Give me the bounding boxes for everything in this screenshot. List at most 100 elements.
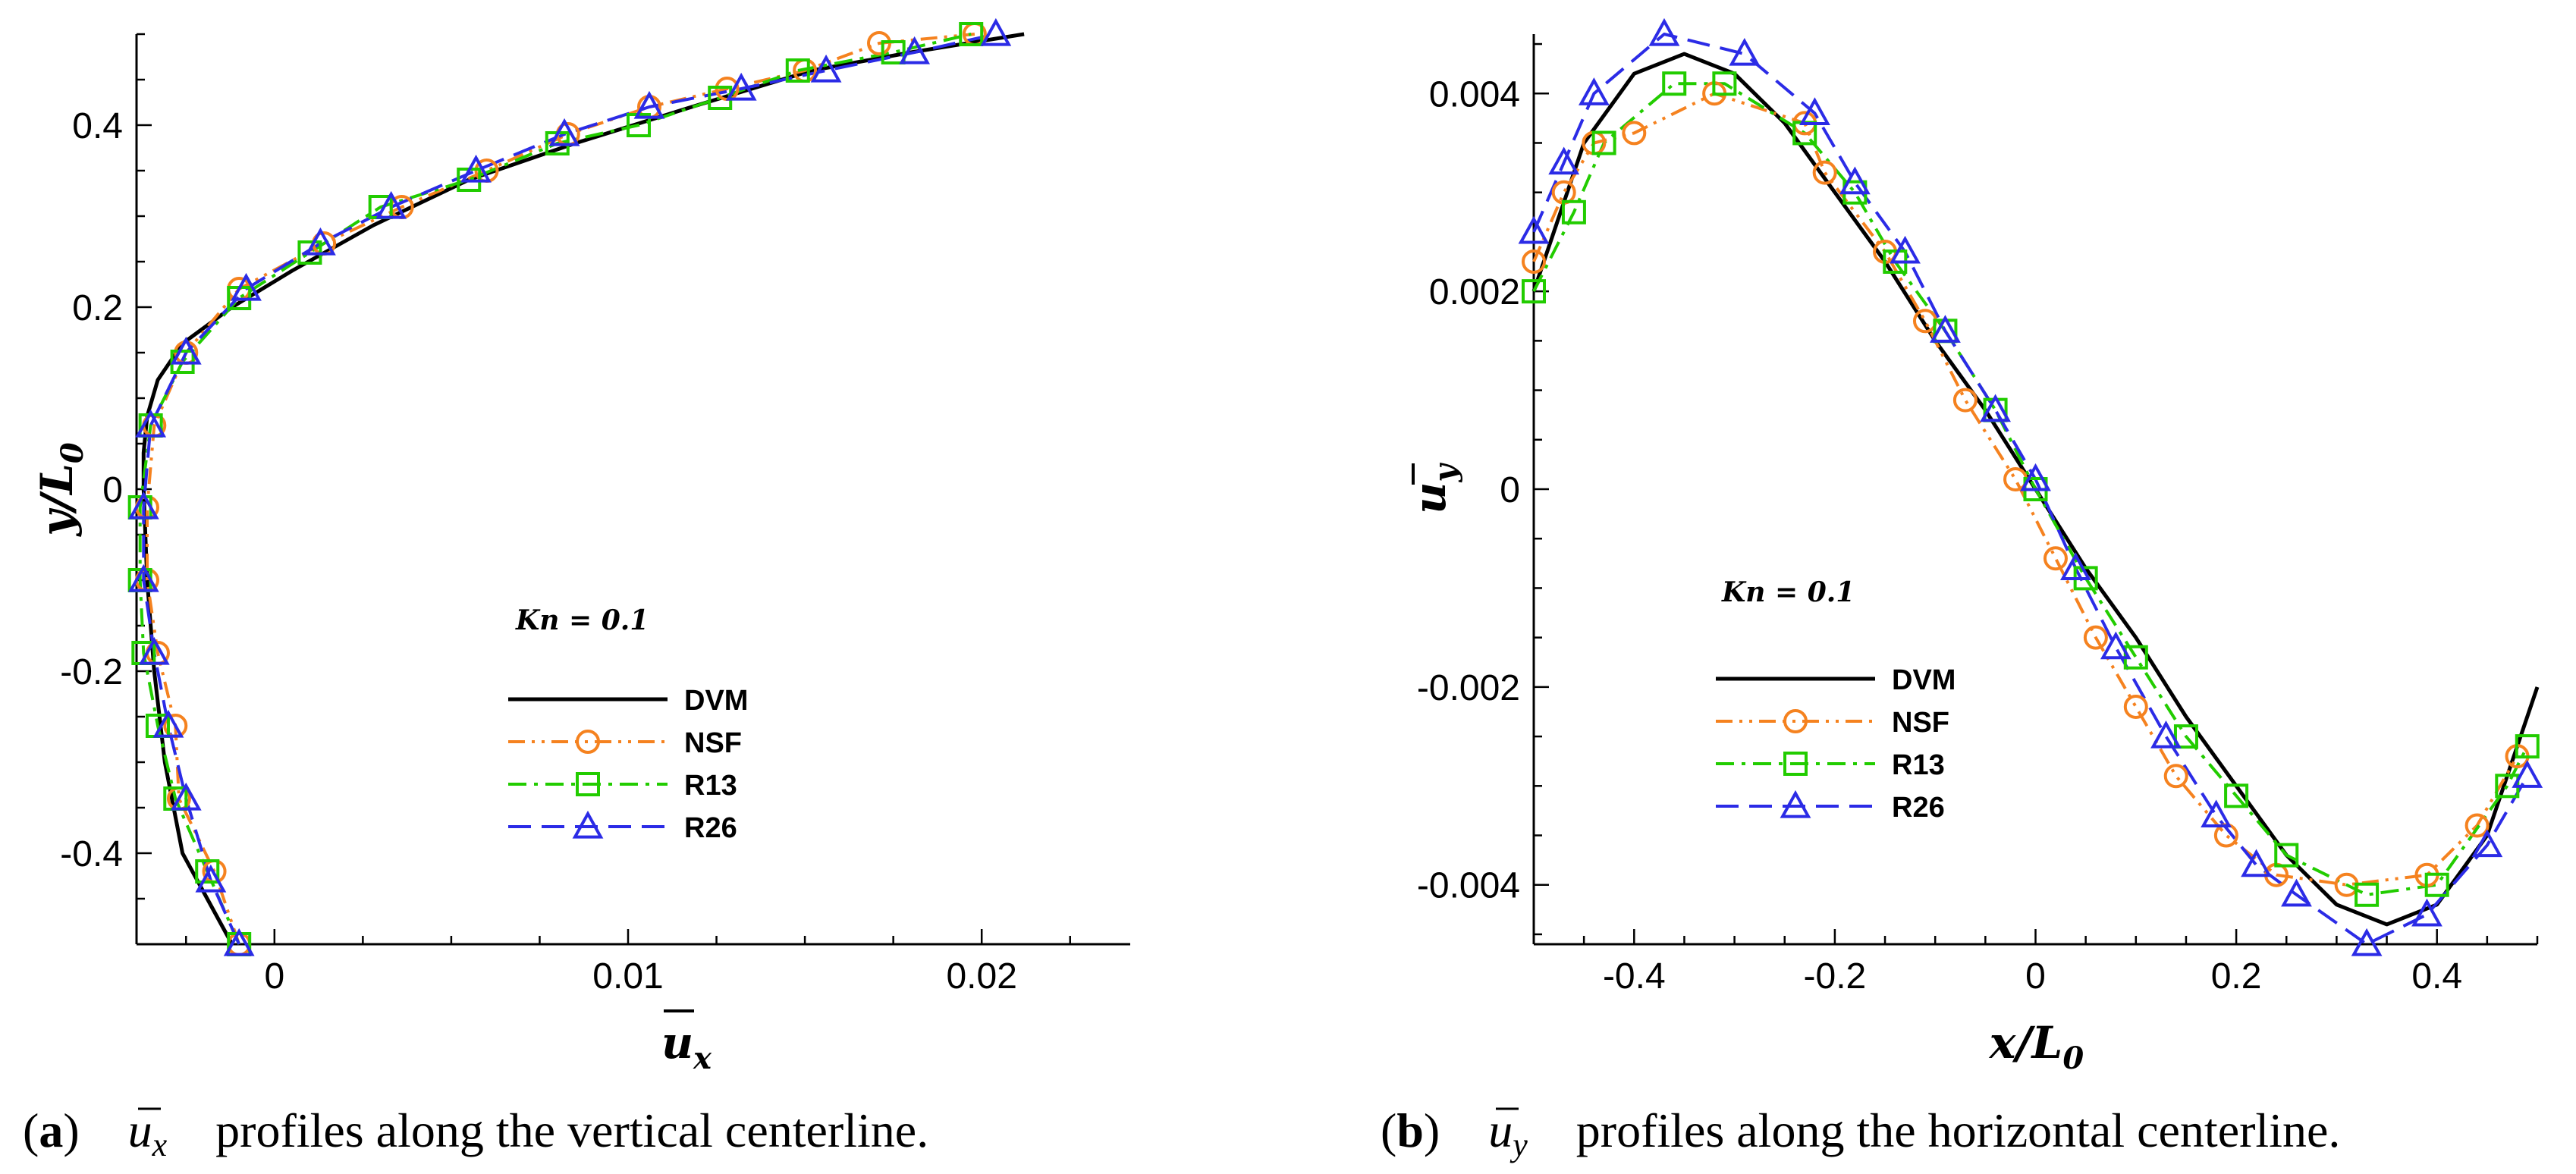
data-point-r26-a — [305, 227, 336, 256]
data-point-r26-a — [460, 154, 492, 183]
caption-b: (b) uy profiles along the horizontal cen… — [1381, 1103, 2340, 1163]
data-point-r26-a — [980, 17, 1012, 46]
data-point-r26-b — [2281, 878, 2312, 907]
y-tick-label-a: 0.2 — [72, 288, 123, 328]
x-axis-label-b: x/L0 — [1988, 1017, 2084, 1076]
y-tick-label-b: -0.002 — [1417, 668, 1520, 708]
data-point-r26-a — [548, 118, 580, 146]
data-point-r26-a — [170, 782, 202, 811]
legend-marker-r13-b — [1783, 752, 1808, 776]
data-point-r26-b — [1930, 315, 1961, 343]
data-point-r26-a — [810, 54, 842, 83]
data-point-r26-a — [231, 272, 262, 301]
data-point-r13-b — [2173, 724, 2198, 749]
data-point-r13-a — [881, 40, 906, 64]
panel-b-chart: -0.4 -0.2 0 0.2 0.4 -0.004 -0.002 0 0.002 0.004 x/… — [1404, 17, 2543, 1076]
x-axis-label-a: ux — [661, 1017, 712, 1076]
data-point-r26-b — [1518, 215, 1550, 244]
data-point-nsf-b — [2163, 764, 2188, 789]
data-point-r26-b — [1980, 394, 2011, 422]
legend-label-dvm-a: DVM — [684, 685, 748, 717]
x-tick-label-b: -0.4 — [1603, 956, 1666, 997]
caption-a: (a) ux profiles along the vertical cente… — [23, 1103, 928, 1163]
legend-label-r13-b: R13 — [1892, 749, 1945, 781]
data-point-r13-b — [2355, 882, 2380, 907]
data-point-r26-b — [1839, 166, 1871, 195]
y-axis-label-b: uy — [1404, 463, 1463, 514]
caption-text-b: (b) uy profiles along the horizontal cen… — [1381, 1103, 2340, 1163]
data-point-r13-a — [195, 859, 220, 884]
y-axis-label-a: y/L0 — [31, 442, 90, 538]
legend-marker-r13-a — [576, 772, 600, 796]
y-tick-label-a: 0 — [102, 470, 123, 510]
legend-marker-nsf-a — [576, 730, 600, 754]
data-point-nsf-b — [1812, 160, 1837, 185]
series-line-r13-a — [138, 33, 972, 945]
data-point-r26-a — [138, 636, 170, 665]
data-point-nsf-b — [2083, 625, 2108, 650]
data-point-nsf-b — [2043, 546, 2068, 571]
legend-label-dvm-b: DVM — [1892, 664, 1956, 696]
data-point-r26-a — [223, 928, 255, 956]
data-point-nsf-b — [2464, 813, 2490, 838]
kn-annotation-b: Kn = 0.1 — [1721, 576, 1855, 608]
data-point-r26-b — [2060, 552, 2091, 580]
data-point-nsf-b — [1622, 121, 1647, 146]
y-tick-label-a: -0.2 — [60, 652, 123, 692]
data-point-r26-b — [1729, 37, 1761, 66]
data-point-r26-a — [170, 336, 202, 365]
data-point-r13-b — [1522, 279, 1546, 304]
series-line-dvm-a — [141, 32, 1025, 946]
x-tick-label-b: 0.4 — [2411, 956, 2462, 997]
legend-label-r26-b: R26 — [1892, 792, 1945, 824]
y-tick-label-a: 0.4 — [72, 106, 123, 146]
data-point-r26-a — [127, 491, 159, 520]
data-point-r26-b — [2100, 631, 2131, 660]
legend-label-nsf-a: NSF — [684, 727, 742, 759]
kn-annotation-a: Kn = 0.1 — [515, 604, 649, 636]
y-tick-label-b: -0.004 — [1417, 866, 1520, 906]
x-tick-label-a: 0.02 — [946, 956, 1016, 997]
series-line-nsf-a — [146, 33, 975, 945]
data-point-r26-a — [152, 709, 184, 738]
data-point-r26-a — [195, 864, 227, 893]
x-tick-label-b: 0 — [2025, 956, 2046, 997]
x-tick-label-a: 0 — [264, 956, 284, 997]
data-point-nsf-b — [1522, 250, 1546, 274]
legend-label-r26-a: R26 — [684, 812, 737, 844]
legend-marker-nsf-b — [1783, 709, 1808, 733]
data-point-r26-a — [127, 563, 159, 592]
data-point-r26-b — [1890, 235, 1921, 264]
series-line-r26-a — [142, 33, 997, 945]
series-line-r13-b — [1532, 82, 2529, 896]
data-point-r13-b — [2224, 783, 2249, 808]
data-point-r13-b — [1712, 71, 1737, 96]
data-point-r26-b — [2411, 898, 2442, 927]
data-point-r26-a — [899, 36, 931, 64]
data-point-r13-b — [2274, 843, 2299, 868]
data-point-nsf-b — [2123, 694, 2148, 719]
data-point-nsf-b — [1952, 388, 1978, 413]
data-point-r13-b — [2515, 734, 2540, 759]
y-tick-label-b: 0.002 — [1429, 272, 1520, 312]
data-point-r26-b — [1648, 17, 1680, 46]
data-point-r26-b — [2351, 928, 2383, 956]
data-point-r13-b — [2424, 872, 2449, 897]
data-point-r26-b — [1578, 77, 1610, 105]
legend-marker-r26-a — [572, 810, 604, 839]
legend-label-nsf-b: NSF — [1892, 707, 1949, 739]
data-point-r26-b — [2471, 829, 2503, 858]
data-point-r26-b — [1799, 97, 1830, 125]
data-point-r26-b — [2020, 463, 2051, 491]
data-point-r26-a — [633, 90, 665, 119]
data-point-r13-a — [785, 58, 810, 83]
caption-text-a: (a) ux profiles along the vertical cente… — [23, 1103, 928, 1163]
data-point-r26-b — [1548, 146, 1580, 175]
x-tick-label-b: -0.2 — [1804, 956, 1867, 997]
data-point-r13-b — [1561, 199, 1586, 224]
data-point-r26-b — [2512, 760, 2543, 788]
series-line-nsf-b — [1532, 92, 2519, 887]
data-point-r26-b — [2201, 799, 2232, 828]
y-tick-label-b: 0.004 — [1429, 74, 1520, 115]
